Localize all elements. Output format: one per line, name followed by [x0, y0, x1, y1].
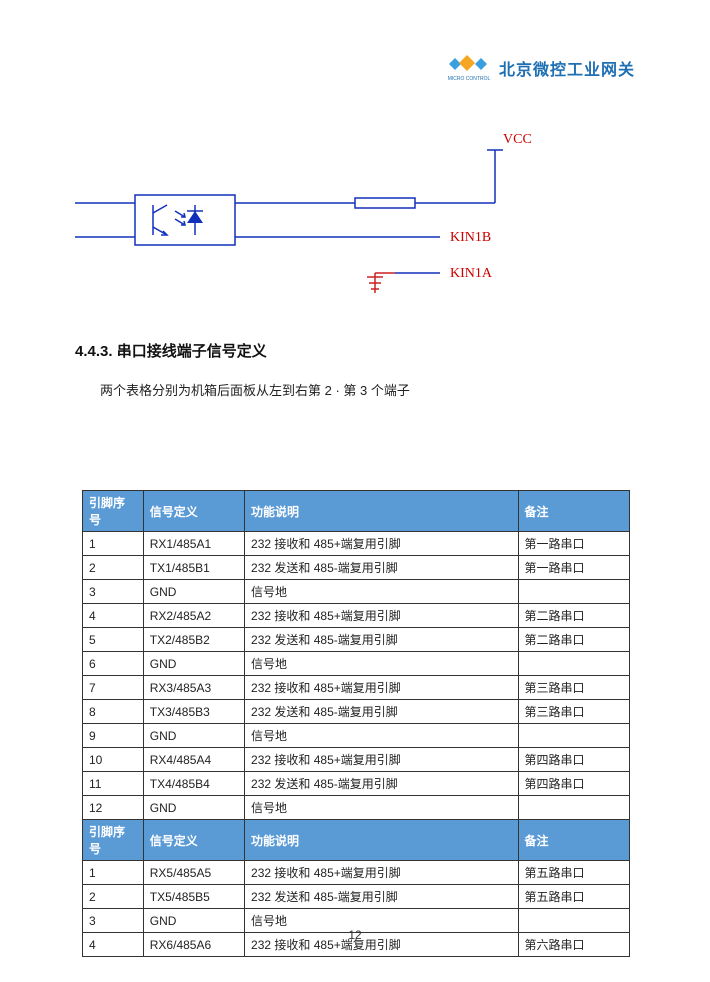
table-cell: 232 发送和 485-端复用引脚 [245, 700, 519, 724]
table-cell: GND [143, 724, 244, 748]
label-kin1a: KIN1A [450, 266, 493, 281]
table-cell: 1 [83, 532, 144, 556]
table-cell: RX4/485A4 [143, 748, 244, 772]
table-cell: 10 [83, 748, 144, 772]
table-cell: RX2/485A2 [143, 604, 244, 628]
table-cell: RX1/485A1 [143, 532, 244, 556]
table-cell: 232 发送和 485-端复用引脚 [245, 556, 519, 580]
table-cell: 5 [83, 628, 144, 652]
table-row: 3GND信号地 [83, 580, 630, 604]
circuit-diagram: VCC KIN1B KIN1A [75, 125, 635, 315]
page-container: MICRO CONTROL 北京微控工业网关 [0, 0, 710, 982]
pin-table-1: 引脚序号信号定义功能说明备注 1RX1/485A1232 接收和 485+端复用… [82, 490, 630, 957]
table-header-cell: 信号定义 [143, 820, 244, 861]
table-cell: 第一路串口 [518, 556, 629, 580]
table-cell: TX5/485B5 [143, 885, 244, 909]
section-heading: 4.4.3. 串口接线端子信号定义 [75, 340, 267, 361]
table-row: 11TX4/485B4232 发送和 485-端复用引脚第四路串口 [83, 772, 630, 796]
table-row: 8TX3/485B3232 发送和 485-端复用引脚第三路串口 [83, 700, 630, 724]
table-header-cell: 引脚序号 [83, 491, 144, 532]
table-cell: 第三路串口 [518, 676, 629, 700]
table-header-cell: 引脚序号 [83, 820, 144, 861]
table-row: 12GND信号地 [83, 796, 630, 820]
logo-subtext: MICRO CONTROL [448, 76, 491, 81]
table-cell: 232 接收和 485+端复用引脚 [245, 748, 519, 772]
table-cell: 2 [83, 556, 144, 580]
table-cell: 第四路串口 [518, 748, 629, 772]
header-logo: MICRO CONTROL 北京微控工业网关 [445, 55, 635, 81]
table-cell: 信号地 [245, 724, 519, 748]
table-cell: 第二路串口 [518, 628, 629, 652]
table-row: 6GND信号地 [83, 652, 630, 676]
table-cell: 第一路串口 [518, 532, 629, 556]
table-cell: RX5/485A5 [143, 861, 244, 885]
table-cell: 12 [83, 796, 144, 820]
table-row: 7RX3/485A3232 接收和 485+端复用引脚第三路串口 [83, 676, 630, 700]
table-cell: 6 [83, 652, 144, 676]
table-cell: 信号地 [245, 796, 519, 820]
table-cell: 232 接收和 485+端复用引脚 [245, 604, 519, 628]
table-cell: 第五路串口 [518, 885, 629, 909]
table-cell: GND [143, 796, 244, 820]
table-cell: 8 [83, 700, 144, 724]
table-row: 2TX1/485B1232 发送和 485-端复用引脚第一路串口 [83, 556, 630, 580]
table-cell [518, 796, 629, 820]
table-cell: 232 接收和 485+端复用引脚 [245, 861, 519, 885]
table-cell: 7 [83, 676, 144, 700]
table-cell: 232 发送和 485-端复用引脚 [245, 885, 519, 909]
table-cell: TX1/485B1 [143, 556, 244, 580]
label-vcc: VCC [503, 132, 532, 147]
table-row: 1RX5/485A5232 接收和 485+端复用引脚第五路串口 [83, 861, 630, 885]
brand-text: 北京微控工业网关 [499, 56, 635, 80]
table-row: 5TX2/485B2232 发送和 485-端复用引脚第二路串口 [83, 628, 630, 652]
table-cell: 第四路串口 [518, 772, 629, 796]
table-cell: 信号地 [245, 580, 519, 604]
table-cell: 232 接收和 485+端复用引脚 [245, 676, 519, 700]
table-cell: 232 接收和 485+端复用引脚 [245, 532, 519, 556]
section-intro: 两个表格分别为机箱后面板从左到右第 2 · 第 3 个端子 [100, 380, 410, 399]
table-cell: 4 [83, 604, 144, 628]
table-cell: 232 发送和 485-端复用引脚 [245, 628, 519, 652]
table-cell: 第二路串口 [518, 604, 629, 628]
logo-icon: MICRO CONTROL [445, 55, 493, 81]
table-row: 2TX5/485B5232 发送和 485-端复用引脚第五路串口 [83, 885, 630, 909]
table-cell: 9 [83, 724, 144, 748]
table-cell [518, 652, 629, 676]
table-cell: 第三路串口 [518, 700, 629, 724]
table-header-cell: 备注 [518, 491, 629, 532]
table-cell: 信号地 [245, 652, 519, 676]
table-row: 9GND信号地 [83, 724, 630, 748]
table-cell: 11 [83, 772, 144, 796]
table-row: 1RX1/485A1232 接收和 485+端复用引脚第一路串口 [83, 532, 630, 556]
tables-wrap: 引脚序号信号定义功能说明备注 1RX1/485A1232 接收和 485+端复用… [82, 490, 630, 957]
table-cell: TX3/485B3 [143, 700, 244, 724]
table-header-cell: 功能说明 [245, 491, 519, 532]
label-kin1b: KIN1B [450, 230, 491, 245]
table-header-cell: 信号定义 [143, 491, 244, 532]
table-cell: 1 [83, 861, 144, 885]
table-cell: TX4/485B4 [143, 772, 244, 796]
table-cell: GND [143, 580, 244, 604]
table-cell: RX3/485A3 [143, 676, 244, 700]
table-cell: 3 [83, 580, 144, 604]
table-cell [518, 724, 629, 748]
page-number: 12 [0, 928, 710, 942]
table-cell: 2 [83, 885, 144, 909]
table-cell: GND [143, 652, 244, 676]
table-cell: 232 发送和 485-端复用引脚 [245, 772, 519, 796]
table-header-cell: 功能说明 [245, 820, 519, 861]
table-cell: TX2/485B2 [143, 628, 244, 652]
table-cell [518, 580, 629, 604]
table-cell: 第五路串口 [518, 861, 629, 885]
table-row: 4RX2/485A2232 接收和 485+端复用引脚第二路串口 [83, 604, 630, 628]
table-row: 10RX4/485A4232 接收和 485+端复用引脚第四路串口 [83, 748, 630, 772]
table-header-cell: 备注 [518, 820, 629, 861]
